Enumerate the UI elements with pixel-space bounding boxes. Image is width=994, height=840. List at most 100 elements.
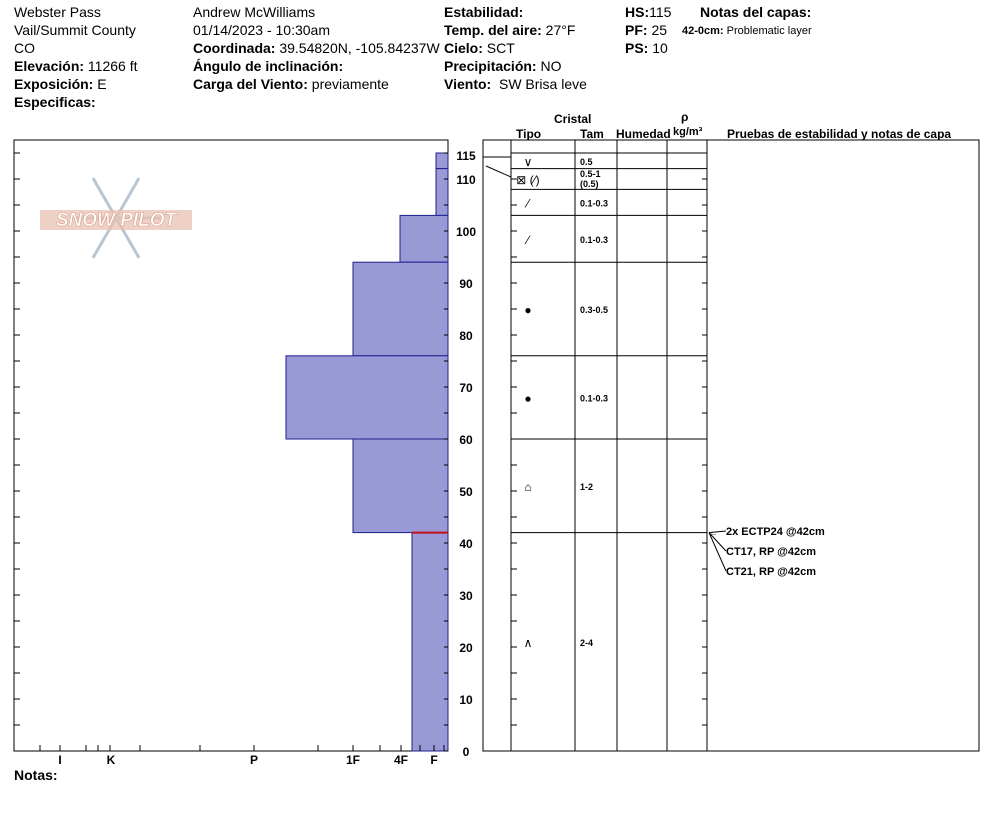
hardness-layer-bar (352, 261, 449, 357)
depth-tick-label: 115 (456, 149, 476, 163)
crystal-size-label: 0.1-0.3 (580, 235, 608, 245)
region-name: Vail/Summit County (14, 22, 136, 38)
observer-name: Andrew McWilliams (193, 4, 316, 20)
slope-row: Ángulo de inclinación: (193, 58, 344, 74)
sky-row: Cielo: SCT (444, 40, 515, 56)
ps-value: 10 (652, 40, 668, 56)
stability-row: Estabilidad: (444, 4, 524, 20)
hs-row: HS:115 (625, 4, 672, 20)
layer-note-depth: 42-0cm: (682, 25, 724, 37)
crystal-type-symbol: ⊠ (⁄) (516, 173, 539, 187)
layer-note-text: Problematic layer (726, 25, 812, 37)
test-pointer (708, 532, 727, 552)
aspect-value: E (97, 76, 107, 92)
crystal-type-symbol: ∧ (524, 636, 533, 650)
coordinate-value: 39.54820N, -105.84237W (279, 40, 440, 56)
notes-label: Notas: (14, 767, 58, 783)
hardness-tick-label: K (107, 753, 116, 767)
tests-heading: Pruebas de estabilidad y notas de capa (727, 127, 952, 141)
crystal-heading: Cristal (554, 112, 592, 126)
logo-banner (40, 210, 192, 230)
layer-notes-title: Notas del capas: (700, 4, 812, 20)
hardness-layer-bar (352, 438, 449, 534)
crystal-size-label: 0.1-0.3 (580, 198, 608, 208)
crystal-table-frame (482, 139, 980, 752)
density-unit-heading: kg/m³ (673, 126, 703, 138)
pf-value: 25 (651, 22, 668, 38)
test-pointer (708, 532, 727, 572)
hardness-tick-label: F (430, 753, 437, 767)
test-pointer (708, 530, 727, 534)
precip-row: Precipitación: NO (444, 58, 562, 74)
hardness-layer-bar (411, 532, 449, 752)
crystal-type-symbol: ● (524, 303, 531, 317)
stability-test-label: CT17, RP @42cm (726, 546, 816, 558)
logo-text: SNOW PILOT (56, 210, 178, 231)
connector-line (485, 165, 512, 178)
header-col-4: HS:115 PF: 25 PS: 10 (625, 3, 671, 57)
depth-tick-label: 50 (459, 485, 473, 499)
ps-row: PS: 10 (625, 40, 668, 56)
crystal-size-label: (0.5) (580, 179, 599, 189)
crystal-size-label: 0.1-0.3 (580, 393, 608, 403)
crystal-type-symbol: ⁄ (524, 196, 531, 210)
header-col-1: Webster Pass Vail/Summit County CO Eleva… (14, 3, 137, 111)
specifics-row: Especificas: (14, 94, 96, 110)
header-col-2: Andrew McWilliams 01/14/2023 - 10:30am C… (193, 3, 440, 93)
wind-load-row: Carga del Viento: previamente (193, 76, 389, 92)
air-temp-row: Temp. del aire: 27°F (444, 22, 576, 38)
crystal-type-symbol: ∨ (524, 155, 533, 169)
moisture-heading: Humedad (616, 127, 671, 141)
size-heading: Tam (580, 127, 604, 141)
depth-tick-label: 0 (463, 745, 470, 759)
state-name: CO (14, 40, 35, 56)
crystal-size-label: 0.5 (580, 157, 593, 167)
stability-test-label: 2x ECTP24 @42cm (726, 526, 825, 538)
obs-datetime: 01/14/2023 - 10:30am (193, 22, 330, 38)
depth-tick-label: 70 (459, 381, 473, 395)
pf-row: PF: 25 (625, 22, 668, 38)
location-name: Webster Pass (14, 4, 101, 20)
precip-value: NO (540, 58, 562, 74)
layer-note-row: 42-0cm: Problematic layer (682, 22, 812, 40)
elevation-row: Elevación: 11266 ft (14, 58, 138, 74)
hardness-layer-bar (285, 355, 449, 440)
type-heading: Tipo (516, 127, 542, 141)
elevation-value: 11266 ft (87, 58, 138, 74)
depth-tick-label: 100 (456, 225, 476, 239)
test-arrowhead: ← (708, 529, 718, 540)
depth-tick-label: 40 (459, 537, 473, 551)
aspect-row: Exposición: E (14, 76, 107, 92)
air-temp-value: 27°F (545, 22, 576, 38)
hs-value: 115 (649, 4, 672, 20)
depth-tick-label: 110 (456, 173, 476, 187)
wind-value: SW Brisa leve (498, 76, 587, 92)
hardness-layer-bar (435, 152, 449, 170)
hardness-tick-label: I (58, 753, 61, 767)
wind-load-value: previamente (311, 76, 389, 92)
header-col-3: Estabilidad: Temp. del aire: 27°F Cielo:… (444, 3, 587, 93)
depth-tick-label: 10 (459, 693, 473, 707)
crystal-type-symbol: ⁄ (524, 233, 531, 247)
rho-heading: ρ (681, 110, 689, 124)
coordinate-row: Coordinada: 39.54820N, -105.84237W (193, 40, 440, 56)
crystal-size-label: 0.3-0.5 (580, 305, 608, 315)
crystal-size-label: 0.5-1 (580, 169, 601, 179)
crystal-type-symbol: ● (524, 391, 531, 405)
wind-row: Viento: SW Brisa leve (444, 76, 587, 92)
hardness-layer-bar (435, 168, 449, 216)
layer-notes: Notas del capas: (700, 3, 811, 21)
hardness-tick-label: 4F (394, 753, 408, 767)
depth-tick-label: 20 (459, 641, 473, 655)
stability-test-label: CT21, RP @42cm (726, 566, 816, 578)
crystal-size-label: 1-2 (580, 482, 593, 492)
crystal-type-symbol: ⌂ (524, 480, 531, 494)
hardness-tick-label: 1F (346, 753, 360, 767)
sky-value: SCT (486, 40, 515, 56)
depth-tick-label: 30 (459, 589, 473, 603)
hardness-layer-bar (399, 214, 449, 263)
depth-tick-label: 60 (459, 433, 473, 447)
hardness-tick-label: P (250, 753, 258, 767)
depth-tick-label: 80 (459, 329, 473, 343)
